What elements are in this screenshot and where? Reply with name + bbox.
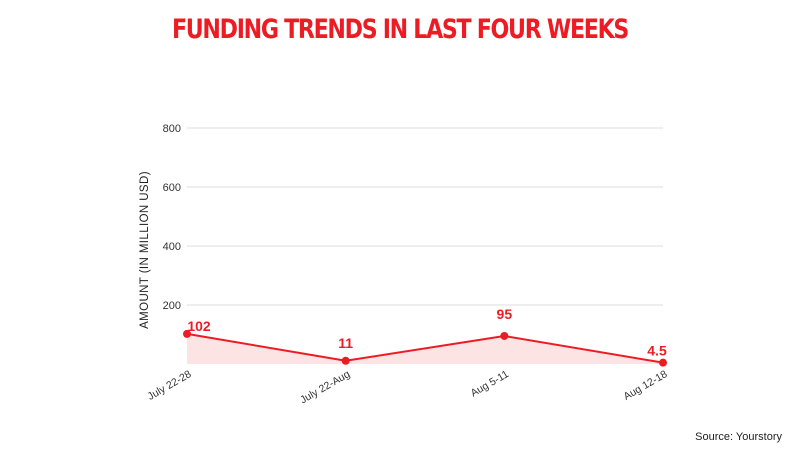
y-tick-label: 800 [163, 123, 181, 135]
data-label: 102 [187, 318, 211, 334]
line-layer [183, 329, 667, 367]
x-tick-label: July 22-28 [146, 368, 194, 403]
series-line [186, 332, 664, 364]
y-axis-title: AMOUNT (IN MILLION USD) [139, 171, 151, 329]
y-tick-label: 200 [163, 300, 181, 312]
x-tick-label: Aug 5-11 [469, 368, 511, 399]
x-axis-ticks: July 22-28 July 22-Aug Aug 5-11 Aug 12-18 [146, 368, 670, 406]
data-labels: 102 11 95 4.5 [187, 306, 667, 359]
x-tick-label: Aug 12-18 [622, 368, 670, 403]
data-label: 11 [338, 335, 353, 351]
data-label: 4.5 [647, 343, 667, 359]
data-label: 95 [497, 306, 513, 322]
gridlines [187, 127, 663, 306]
data-point [183, 329, 191, 338]
x-tick-label: July 22-Aug [298, 368, 352, 406]
y-axis-ticks: 200 400 600 800 [163, 123, 181, 312]
chart-title: FUNDING TRENDS IN LAST FOUR WEEKS [171, 14, 629, 45]
data-point [341, 356, 350, 365]
y-tick-label: 400 [163, 241, 181, 253]
data-point [659, 358, 667, 367]
data-point [500, 331, 509, 340]
y-tick-label: 600 [163, 182, 181, 194]
source-note: Source: Yourstory [695, 431, 782, 443]
